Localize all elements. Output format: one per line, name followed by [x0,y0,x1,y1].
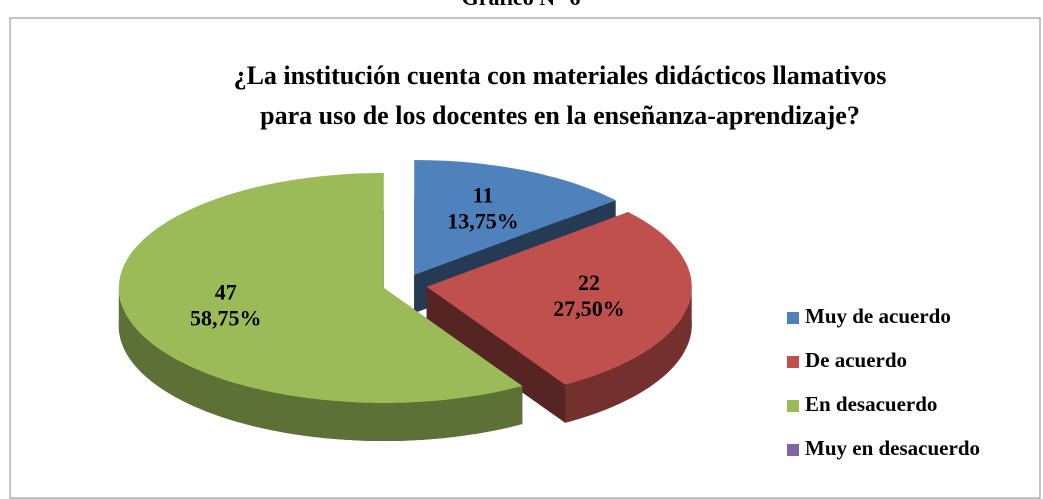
legend-swatch [787,312,799,324]
legend-swatch [787,400,799,412]
data-label: 11 [473,182,494,207]
legend-label: En desacuerdo [805,392,937,416]
legend-label: De acuerdo [805,348,907,372]
legend-label: Muy de acuerdo [805,304,951,328]
slice-side [565,286,692,423]
data-label: 22 [578,270,600,295]
data-label: 27,50% [553,296,625,321]
chart-title: ¿La institución cuenta con materiales di… [234,61,887,90]
data-label: 47 [215,279,237,304]
chart-heading: Gráfico N° 6 [462,0,581,10]
legend-swatch [787,356,799,368]
data-label: 58,75% [190,305,262,330]
legend-swatch [787,444,799,456]
slice-edge [426,286,566,423]
legend-label: Muy en desacuerdo [805,436,980,460]
slice [426,212,692,385]
chart-title: para uso de los docentes en la enseñanza… [260,101,860,130]
data-label: 13,75% [447,208,519,233]
slice [118,173,523,403]
slice [414,160,616,275]
slice-side [118,288,523,441]
